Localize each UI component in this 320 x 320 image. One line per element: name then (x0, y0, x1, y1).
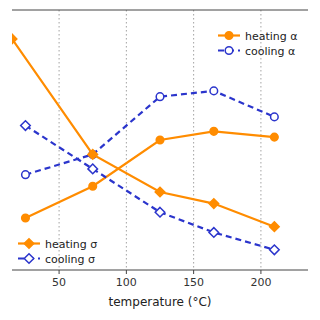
point (155, 187, 165, 197)
tick-mark (126, 270, 127, 274)
point (210, 87, 218, 95)
legend-label: heating σ (45, 238, 97, 251)
legend-marker (24, 254, 34, 264)
series-line (25, 91, 274, 175)
point (21, 121, 31, 131)
point (155, 207, 165, 217)
point (88, 150, 98, 160)
tick-mark (193, 270, 194, 274)
legend: heating σ cooling σ (18, 238, 97, 266)
point (156, 93, 164, 101)
grid-line (126, 10, 127, 270)
legend-marker (225, 47, 233, 55)
tick-label: 100 (116, 276, 137, 289)
point (271, 133, 279, 141)
point (271, 113, 279, 121)
series-line (25, 126, 274, 250)
series-line (25, 131, 274, 218)
tick-mark (59, 270, 60, 274)
tick-mark (260, 270, 261, 274)
tick-label: 50 (52, 276, 66, 289)
grid-line (193, 10, 194, 270)
point (12, 34, 17, 44)
point (89, 182, 97, 190)
legend-label: cooling σ (45, 253, 95, 266)
legend-marker (225, 32, 233, 40)
tick-label: 150 (183, 276, 204, 289)
point (88, 164, 98, 174)
point (209, 199, 219, 209)
point (270, 222, 280, 232)
legend: heating α cooling α (218, 30, 298, 58)
point (156, 136, 164, 144)
legend-label: heating α (245, 30, 298, 43)
axis-line (12, 270, 308, 271)
point (210, 128, 218, 136)
tick-label: 200 (250, 276, 271, 289)
grid-line (59, 10, 60, 270)
legend-label: cooling α (245, 45, 295, 58)
point (22, 214, 30, 222)
background (0, 0, 320, 320)
series-line (12, 39, 274, 227)
point (209, 228, 219, 238)
axis-line-top (12, 10, 308, 11)
point (270, 245, 280, 255)
x-axis-label: temperature (°C) (109, 295, 212, 309)
chart: 50 100 150 200 temperature (°C) heating α cool… (0, 0, 320, 320)
plot-area (12, 34, 279, 254)
point (22, 171, 30, 179)
legend-marker (24, 239, 34, 249)
